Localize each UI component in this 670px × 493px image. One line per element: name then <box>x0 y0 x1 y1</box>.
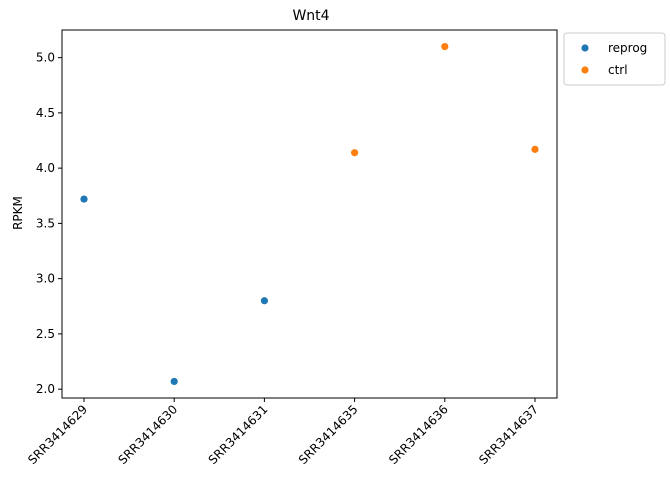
y-tick-label: 5.0 <box>36 51 55 65</box>
x-axis-ticks: SRR3414629 SRR3414630 SRR3414631 SRR3414635… <box>25 398 541 467</box>
data-point-reprog <box>260 297 268 305</box>
axes-frame <box>61 29 558 399</box>
legend-box <box>563 32 666 86</box>
y-tick-label: 4.0 <box>36 161 55 175</box>
chart-title: Wnt4 <box>292 8 329 24</box>
data-point-reprog <box>170 377 178 386</box>
y-tick-label: 2.5 <box>36 327 55 341</box>
legend-marker <box>581 44 589 52</box>
x-tick-label: SRR3414636 <box>386 402 451 467</box>
y-tick-label: 4.5 <box>36 106 55 120</box>
data-point-ctrl <box>531 145 539 153</box>
legend: reprog ctrl <box>563 32 666 86</box>
legend-marker <box>581 66 589 74</box>
y-axis-ticks: 2.0 2.5 3.0 3.5 4.0 4.5 5.0 <box>36 51 62 396</box>
x-tick-label: SRR3414631 <box>206 402 271 467</box>
y-tick-label: 3.0 <box>36 272 55 286</box>
data-points <box>80 42 539 386</box>
y-axis-label: RPKM <box>11 196 25 230</box>
x-tick-label: SRR3414635 <box>296 402 361 467</box>
data-point-ctrl <box>441 42 449 51</box>
data-point-ctrl <box>351 149 359 157</box>
x-tick-label: SRR3414637 <box>476 402 541 467</box>
y-tick-label: 2.0 <box>36 382 55 396</box>
legend-label: reprog <box>608 41 647 55</box>
y-tick-label: 3.5 <box>36 216 55 230</box>
x-tick-label: SRR3414630 <box>115 402 180 467</box>
data-point-reprog <box>80 195 88 203</box>
legend-label: ctrl <box>608 63 628 77</box>
x-tick-label: SRR3414629 <box>25 402 90 467</box>
